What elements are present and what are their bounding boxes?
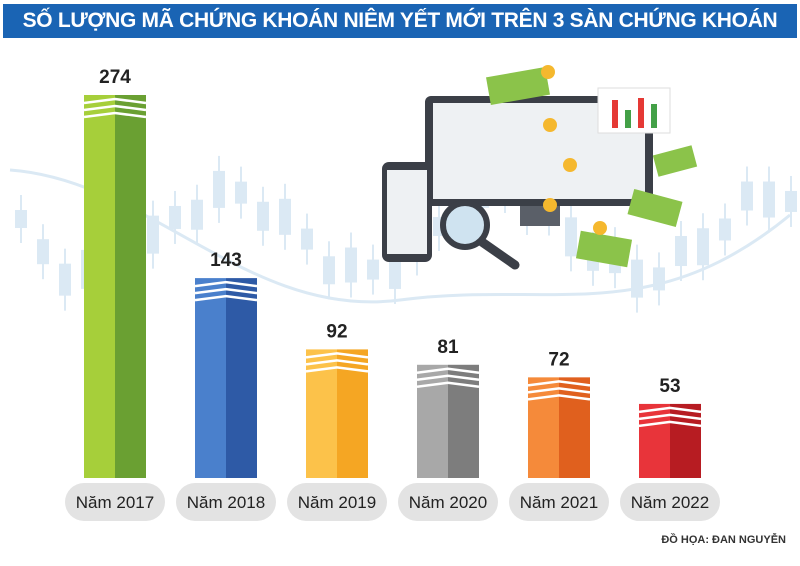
category-label: Năm 2021 <box>520 493 598 512</box>
bar-chevron <box>305 352 369 359</box>
category-label: Năm 2017 <box>76 493 154 512</box>
bar-chevron <box>194 287 258 295</box>
magnifier-icon <box>440 200 490 250</box>
category-label: Năm 2022 <box>631 493 709 512</box>
trading-illustration <box>382 65 698 270</box>
candlestick <box>59 263 71 296</box>
category-pill <box>65 483 165 521</box>
bar-face-right <box>559 377 590 478</box>
data-label: 143 <box>210 250 242 271</box>
category-label: Năm 2019 <box>298 493 376 512</box>
bar-chevron <box>638 413 702 421</box>
category-pill <box>509 483 609 521</box>
data-label: 72 <box>548 349 569 370</box>
bar-chevron <box>305 366 369 373</box>
candlestick <box>785 190 797 212</box>
bar-năm-2017 <box>83 95 147 478</box>
chart-title: SỐ LƯỢNG MÃ CHỨNG KHOÁN NIÊM YẾT MỚI TRÊ… <box>3 4 797 38</box>
candlestick <box>169 205 181 229</box>
bar-chevron <box>527 387 591 394</box>
category-pill <box>287 483 387 521</box>
candlestick <box>191 199 203 230</box>
data-label: 274 <box>99 67 131 88</box>
candlestick <box>389 261 401 289</box>
candlestick <box>653 267 665 291</box>
candlestick <box>15 210 27 228</box>
candlestick <box>279 198 291 235</box>
candlestick <box>763 181 775 218</box>
bar-chevron <box>638 406 702 414</box>
candlestick <box>565 217 577 257</box>
candlestick <box>719 218 731 241</box>
bar-face-left <box>84 95 115 478</box>
bar-chevron <box>83 111 147 119</box>
candlestick <box>741 181 753 211</box>
bar-face-left <box>195 278 226 478</box>
candlestick <box>367 259 379 280</box>
data-label: 81 <box>437 337 459 358</box>
bar-chevron <box>83 104 147 112</box>
data-label: 92 <box>326 321 347 342</box>
candlestick <box>213 170 225 208</box>
bar-chevron <box>194 294 258 302</box>
category-pill <box>620 483 720 521</box>
bar-chevron <box>416 381 480 389</box>
data-label: 53 <box>659 376 680 397</box>
candlestick <box>147 215 159 254</box>
bar-face-right <box>115 95 146 478</box>
category-label: Năm 2020 <box>409 493 487 512</box>
bar-năm-2022 <box>638 403 702 478</box>
candlestick <box>37 239 49 265</box>
candlestick <box>301 228 313 250</box>
bar-chevron <box>83 97 147 105</box>
bar-face-right <box>226 278 257 478</box>
bar-năm-2018 <box>194 278 258 478</box>
bar-chevron <box>194 280 258 288</box>
candlestick <box>257 201 269 231</box>
bar-chevron <box>416 374 480 382</box>
category-pill <box>176 483 276 521</box>
bar-năm-2020 <box>416 364 480 478</box>
coin-icon <box>541 65 555 79</box>
bar-chevron <box>305 359 369 366</box>
bar-chevron <box>527 380 591 387</box>
graphic-credit: ĐỒ HỌA: ĐAN NGUYỄN <box>661 534 786 546</box>
candlestick <box>631 259 643 298</box>
candlestick <box>697 228 709 266</box>
bar-chevron <box>416 367 480 375</box>
bar-face-left <box>528 377 559 478</box>
candlestick <box>345 247 357 283</box>
candlestick <box>323 256 335 285</box>
bar-năm-2021 <box>527 377 591 478</box>
money-icon <box>486 67 550 105</box>
bar-năm-2019 <box>305 349 369 478</box>
category-pill <box>398 483 498 521</box>
candlestick <box>235 181 247 204</box>
bar-face-left <box>417 364 448 478</box>
bar-chevron <box>638 420 702 428</box>
mini-chart-icon <box>597 87 671 134</box>
category-label: Năm 2018 <box>187 493 265 512</box>
bar-face-right <box>448 364 479 478</box>
bar-chevron <box>527 394 591 401</box>
candlestick <box>675 236 687 267</box>
